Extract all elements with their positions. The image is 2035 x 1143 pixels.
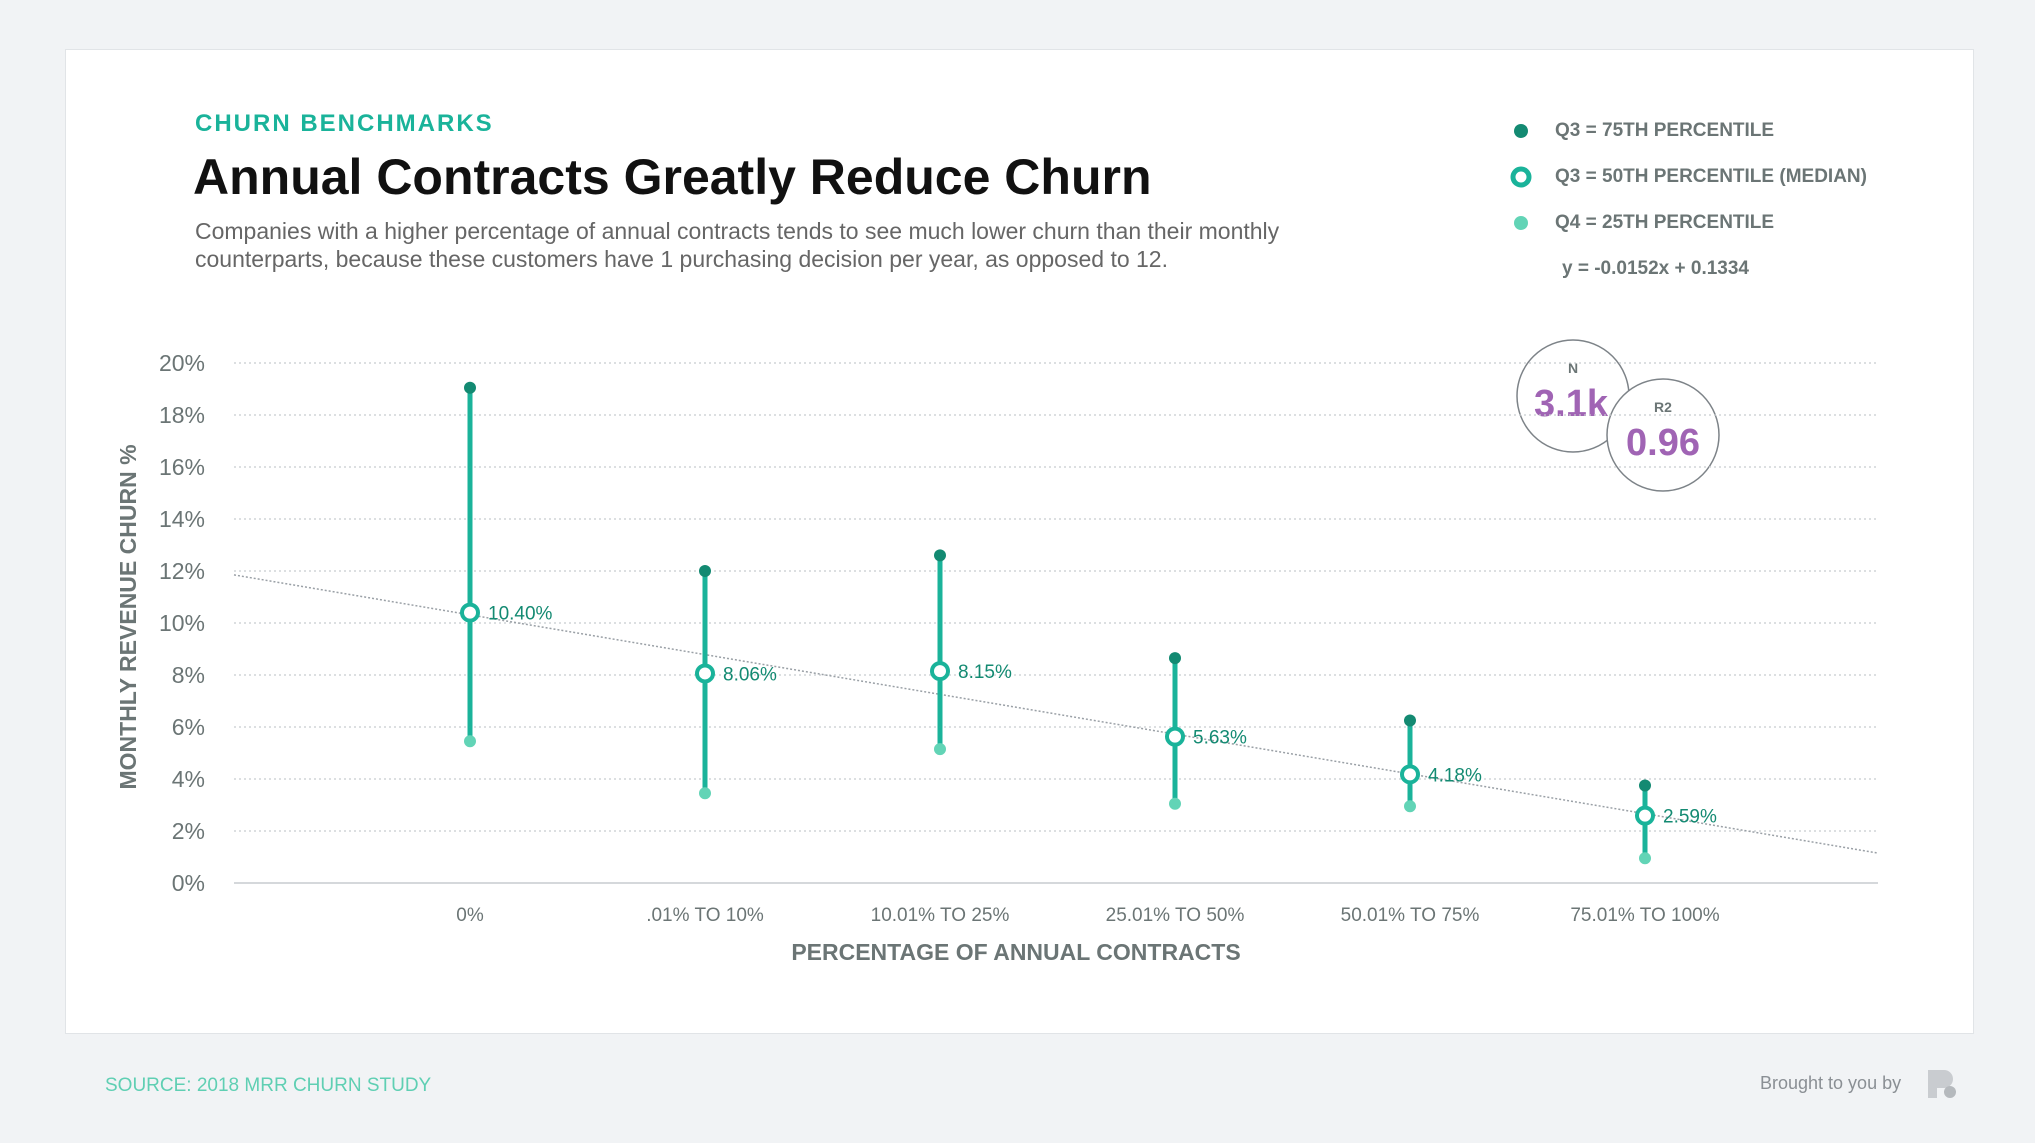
median-data-label: 8.15% xyxy=(958,662,1012,683)
brought-by-text: Brought to you by xyxy=(1760,1073,1902,1093)
source-note: SOURCE: 2018 MRR CHURN STUDY xyxy=(105,1075,432,1096)
median-point xyxy=(460,602,480,623)
median-point xyxy=(1165,726,1185,747)
median-data-label: 2.59% xyxy=(1663,807,1717,828)
median-point xyxy=(1635,805,1655,826)
subtitle: Companies with a higher percentage of an… xyxy=(195,218,1280,272)
legend-q1-marker xyxy=(1514,216,1528,230)
median-data-label: 4.18% xyxy=(1428,765,1482,786)
y-axis-title: MONTHLY REVENUE CHURN % xyxy=(115,444,141,789)
y-tick-label: 2% xyxy=(172,818,205,844)
y-tick-label: 12% xyxy=(159,558,205,584)
median-data-label: 10.40% xyxy=(488,604,553,625)
trend-line xyxy=(233,574,1879,854)
median-point xyxy=(930,661,950,682)
median-data-label: 8.06% xyxy=(723,664,777,685)
y-tick-label: 0% xyxy=(172,870,205,896)
median-data-label: 5.63% xyxy=(1193,728,1247,749)
y-tick-label: 6% xyxy=(172,714,205,740)
y-tick-label: 10% xyxy=(159,610,205,636)
r2-label: R2 xyxy=(1654,399,1672,415)
r2-value: 0.96 xyxy=(1626,422,1700,464)
median-point xyxy=(695,663,715,684)
chart-card xyxy=(65,49,1974,1034)
y-tick-label: 16% xyxy=(159,454,205,480)
r2-circle xyxy=(1606,378,1720,492)
y-tick-label: 20% xyxy=(159,350,205,376)
q1-point xyxy=(1169,797,1181,810)
stat-circles: N 3.1k R2 0.96 xyxy=(1516,339,1720,492)
brand-logo-icon xyxy=(1928,1070,1956,1098)
q1-point xyxy=(699,787,711,800)
legend-median-marker xyxy=(1510,166,1532,188)
legend-label-q1: Q4 = 25TH PERCENTILE xyxy=(1555,212,1775,233)
q3-point xyxy=(464,381,476,394)
x-tick-label: 75.01% TO 100% xyxy=(1570,905,1719,926)
q3-point xyxy=(1169,652,1181,665)
q3-point xyxy=(699,565,711,577)
median-point xyxy=(1400,764,1420,785)
legend-label-q3: Q3 = 75TH PERCENTILE xyxy=(1555,120,1775,141)
q3-point xyxy=(1639,779,1651,792)
n-label: N xyxy=(1568,360,1578,376)
y-tick-label: 18% xyxy=(159,402,205,428)
legend-label-median: Q3 = 50TH PERCENTILE (MEDIAN) xyxy=(1555,166,1867,187)
kicker: CHURN BENCHMARKS xyxy=(195,110,494,137)
x-tick-label: 50.01% TO 75% xyxy=(1341,905,1480,926)
y-tick-label: 4% xyxy=(172,766,205,792)
x-tick-label: 0% xyxy=(456,905,484,926)
q3-point xyxy=(934,549,946,562)
q1-point xyxy=(464,735,476,748)
x-tick-label: 25.01% TO 50% xyxy=(1106,905,1245,926)
n-value: 3.1k xyxy=(1534,383,1609,425)
page-title: Annual Contracts Greatly Reduce Churn xyxy=(193,149,1152,205)
q1-point xyxy=(1639,852,1651,865)
x-tick-label: .01% TO 10% xyxy=(646,905,764,926)
y-tick-label: 8% xyxy=(172,662,205,688)
q3-point xyxy=(1404,714,1416,727)
x-tick-label: 10.01% TO 25% xyxy=(871,905,1010,926)
q1-point xyxy=(934,743,946,756)
q1-point xyxy=(1404,800,1416,813)
legend xyxy=(1510,124,1532,230)
legend-q3-marker xyxy=(1514,124,1528,138)
x-axis-title: PERCENTAGE OF ANNUAL CONTRACTS xyxy=(791,939,1240,965)
y-tick-label: 14% xyxy=(159,506,205,532)
trend-equation: y = -0.0152x + 0.1334 xyxy=(1562,258,1749,279)
